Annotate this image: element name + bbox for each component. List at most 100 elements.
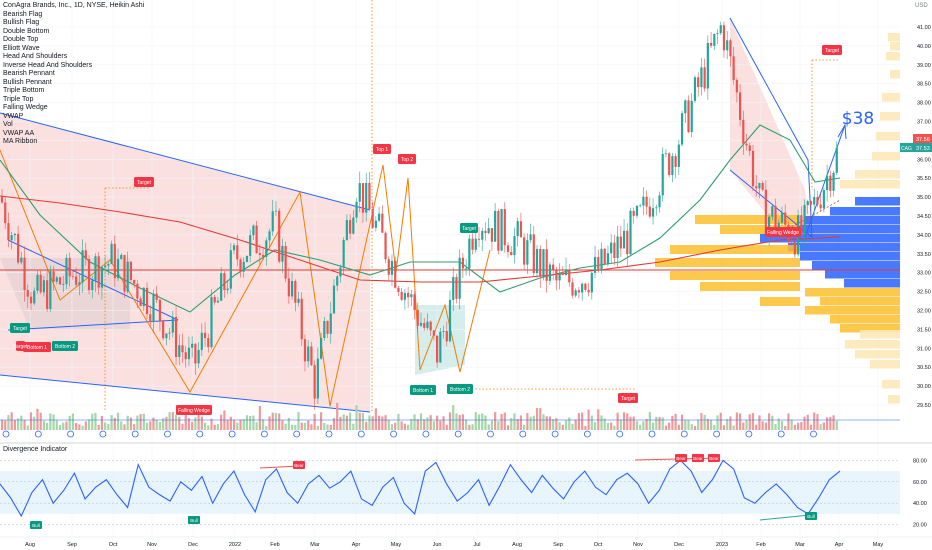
legend-item[interactable]: Falling Wedge: [3, 104, 48, 111]
legend-item[interactable]: Bearish Pennant: [3, 70, 55, 77]
earnings-marker-icon: [293, 430, 301, 438]
volume-bar: [674, 413, 677, 430]
candle-body: [94, 256, 97, 281]
legend-item[interactable]: Double Top: [3, 36, 39, 43]
legend-item[interactable]: VWAP AA: [3, 129, 35, 137]
volume-bar: [97, 424, 100, 430]
volume-profile-bar: [788, 243, 900, 252]
pattern-label: [373, 144, 391, 154]
candle-body: [123, 254, 126, 292]
last-price-label: 37.56: [916, 137, 930, 143]
volume-profile-bar: [670, 245, 800, 254]
candle-body: [229, 250, 232, 289]
candle-body: [497, 210, 500, 251]
candle-body: [826, 175, 829, 191]
candle-body: [100, 267, 104, 288]
candle-body: [265, 240, 268, 257]
volume-bar: [603, 418, 606, 430]
volume-bar: [104, 422, 107, 430]
candle-body: [271, 211, 274, 232]
volume-bar: [745, 420, 748, 430]
volume-bar: [574, 419, 577, 430]
divergence-label: [708, 454, 720, 462]
volume-profile-bar: [845, 340, 900, 349]
volume-bar: [20, 415, 23, 430]
last-price-label: 37.53: [916, 146, 930, 152]
volume-bar: [155, 419, 158, 430]
legend-item[interactable]: MA Ribbon: [3, 138, 38, 145]
earnings-marker-icon: [228, 430, 236, 438]
candle-body: [216, 300, 220, 303]
legend-item[interactable]: Bullish Flag: [3, 19, 40, 26]
volume-bar: [255, 422, 258, 430]
candle-body: [632, 210, 635, 216]
legend-item[interactable]: VWAP: [3, 112, 24, 120]
volume-profile-bar: [720, 225, 800, 234]
candle-body: [465, 268, 468, 270]
legend-item[interactable]: Bullish Pennant: [3, 78, 52, 86]
legend-item[interactable]: Head And Shoulders: [3, 53, 68, 60]
price-target-text: $38: [842, 109, 874, 129]
earnings-marker-icon: [648, 430, 656, 438]
candle-body: [819, 204, 822, 209]
candle-body: [158, 299, 162, 321]
candle-body: [745, 143, 748, 146]
candle-body: [477, 238, 481, 240]
volume-bar: [316, 425, 319, 430]
volume-bar: [139, 414, 142, 430]
falling-wedge-fill: [730, 18, 812, 237]
candle-body: [806, 201, 809, 206]
time-tick-label: Nov: [147, 542, 157, 548]
volume-profile-bar: [890, 70, 900, 79]
legend-item[interactable]: Triple Top: [3, 95, 34, 103]
candle-body: [755, 186, 758, 189]
legend-item[interactable]: Triple Bottom: [3, 87, 45, 94]
volume-bar: [735, 412, 738, 430]
candle-body: [674, 156, 677, 167]
volume-bar: [610, 422, 613, 430]
price-tick-label: 31.50: [917, 327, 931, 333]
volume-bar: [258, 406, 261, 430]
pattern-label: [618, 393, 638, 403]
candle-body: [577, 290, 581, 293]
candle-body: [484, 230, 487, 234]
candle-body: [239, 259, 242, 272]
volume-bar: [706, 419, 709, 430]
candle-body: [358, 183, 361, 202]
symbol-title: ConAgra Brands, Inc., 1D, NYSE, Heikin A…: [3, 2, 145, 9]
breakout-arrow-head: [837, 123, 847, 140]
earnings-marker-icon: [422, 430, 430, 438]
volume-bar: [232, 419, 236, 430]
pattern-label: [10, 323, 30, 333]
candle-body: [342, 240, 345, 268]
pattern-label-text: Falling Wedge: [767, 230, 799, 236]
divergence-label: [692, 454, 704, 462]
volume-bar: [545, 416, 548, 430]
legend-item[interactable]: Inverse Head And Shoulders: [3, 61, 93, 69]
volume-bar: [23, 419, 26, 430]
volume-bar: [535, 408, 539, 430]
candle-body: [429, 321, 432, 331]
candle-body: [832, 172, 835, 191]
candle-body: [455, 277, 458, 299]
legend-item[interactable]: Vol: [3, 121, 13, 128]
volume-profile-bar: [882, 380, 900, 389]
candle-body: [297, 298, 300, 303]
volume-bar: [819, 424, 822, 430]
legend-item[interactable]: Double Bottom: [3, 27, 50, 35]
legend-item[interactable]: Elliott Wave: [3, 44, 40, 52]
volume-bar: [297, 412, 300, 430]
candle-body: [46, 280, 49, 309]
legend-item[interactable]: Bearish Flag: [3, 10, 43, 18]
pattern-label-text: Target: [13, 326, 28, 332]
divergence-label-text: Bear: [709, 456, 719, 461]
volume-bar: [829, 416, 832, 430]
volume-bar: [94, 412, 97, 430]
volume-bar: [342, 414, 345, 430]
volume-bar: [597, 409, 600, 430]
volume-bar: [600, 415, 603, 430]
volume-bar: [129, 417, 133, 430]
volume-bar: [468, 424, 471, 430]
price-tick-label: 36.00: [917, 157, 931, 163]
